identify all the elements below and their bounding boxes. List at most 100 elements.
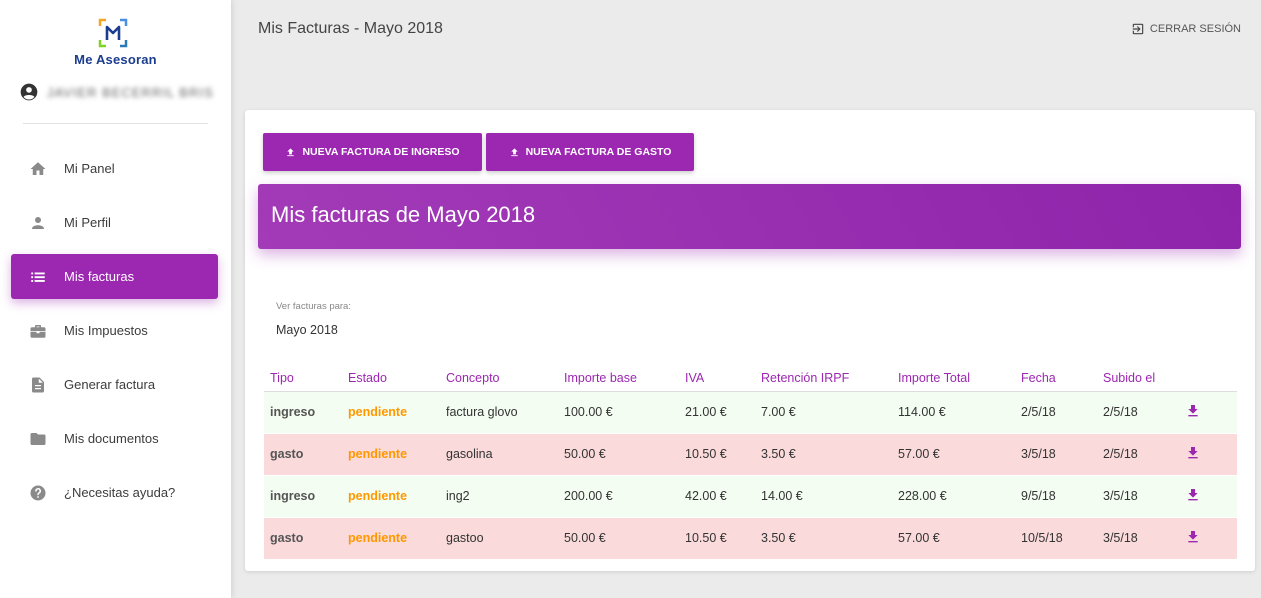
table-row: gasto pendiente gasolina 50.00 € 10.50 €…: [264, 433, 1237, 476]
logo-icon: [98, 18, 128, 48]
sidebar: Me Asesoran JAVIER BECERRIL BRIS Mi Pane…: [0, 0, 231, 598]
sidebar-item-mis-facturas[interactable]: Mis facturas: [11, 254, 218, 299]
table-row: ingreso pendiente ing2 200.00 € 42.00 € …: [264, 475, 1237, 518]
cell-subido: 2/5/18: [1097, 391, 1179, 434]
cell-concepto: factura glovo: [440, 391, 558, 434]
cell-irpf: 7.00 €: [755, 391, 892, 434]
logout-label: CERRAR SESIÓN: [1149, 23, 1241, 35]
cell-fecha: 2/5/18: [1015, 391, 1097, 434]
cell-download: [1179, 517, 1237, 560]
cell-irpf: 3.50 €: [755, 517, 892, 560]
cell-tipo: ingreso: [264, 391, 342, 434]
cell-fecha: 3/5/18: [1015, 433, 1097, 476]
cell-subido: 3/5/18: [1097, 475, 1179, 518]
upload-icon: [287, 147, 295, 156]
sidebar-item-label: Mis Impuestos: [64, 323, 148, 338]
page-title: Mis Facturas - Mayo 2018: [258, 20, 443, 37]
section-banner: Mis facturas de Mayo 2018: [258, 184, 1241, 249]
cell-importe-total: 114.00 €: [892, 391, 1015, 434]
sidebar-item-label: Generar factura: [64, 377, 156, 392]
download-icon[interactable]: [1185, 529, 1201, 545]
cell-subido: 3/5/18: [1097, 517, 1179, 560]
invoices-table: Tipo Estado Concepto Importe base IVA Re…: [264, 366, 1237, 560]
table-row: ingreso pendiente factura glovo 100.00 €…: [264, 391, 1237, 434]
exit-icon: [1132, 23, 1144, 35]
column-header-importe-total: Importe Total: [892, 366, 1015, 392]
cell-estado: pendiente: [342, 391, 440, 434]
sidebar-item-label: Mis facturas: [64, 269, 135, 284]
cell-estado: pendiente: [342, 475, 440, 518]
cell-importe-total: 57.00 €: [892, 517, 1015, 560]
sidebar-item-label: Mis documentos: [64, 431, 159, 446]
cell-tipo: gasto: [264, 517, 342, 560]
cell-tipo: ingreso: [264, 475, 342, 518]
cell-iva: 10.50 €: [679, 433, 755, 476]
cell-tipo: gasto: [264, 433, 342, 476]
brand-name: Me Asesoran: [74, 52, 157, 67]
help-icon: [29, 484, 47, 502]
sidebar-item-mi-panel[interactable]: Mi Panel: [11, 146, 218, 191]
cell-importe-base: 100.00 €: [558, 391, 679, 434]
new-income-invoice-button[interactable]: NUEVA FACTURA DE INGRESO: [263, 133, 482, 171]
user-info: JAVIER BECERRIL BRIS: [19, 82, 214, 102]
user-name: JAVIER BECERRIL BRIS: [47, 84, 214, 100]
cell-concepto: gasolina: [440, 433, 558, 476]
cell-concepto: ing2: [440, 475, 558, 518]
sidebar-item-label: Mi Panel: [64, 161, 115, 176]
column-header-concepto: Concepto: [440, 366, 558, 392]
period-selector-label: Ver facturas para:: [276, 301, 351, 312]
cell-concepto: gastoo: [440, 517, 558, 560]
cell-importe-total: 57.00 €: [892, 433, 1015, 476]
cell-estado: pendiente: [342, 433, 440, 476]
cell-iva: 10.50 €: [679, 517, 755, 560]
sidebar-divider: [23, 123, 208, 124]
home-icon: [29, 160, 47, 178]
cell-fecha: 9/5/18: [1015, 475, 1097, 518]
cell-importe-total: 228.00 €: [892, 475, 1015, 518]
cell-irpf: 3.50 €: [755, 433, 892, 476]
column-header-importe-base: Importe base: [558, 366, 679, 392]
document-icon: [29, 376, 47, 394]
cell-fecha: 10/5/18: [1015, 517, 1097, 560]
list-icon: [29, 268, 47, 286]
sidebar-item-ayuda[interactable]: ¿Necesitas ayuda?: [11, 470, 218, 515]
sidebar-item-label: ¿Necesitas ayuda?: [64, 485, 176, 500]
new-expense-invoice-button[interactable]: NUEVA FACTURA DE GASTO: [486, 133, 694, 171]
column-header-irpf: Retención IRPF: [755, 366, 892, 392]
cell-importe-base: 50.00 €: [558, 433, 679, 476]
cell-irpf: 14.00 €: [755, 475, 892, 518]
briefcase-icon: [29, 322, 47, 340]
sidebar-item-mis-documentos[interactable]: Mis documentos: [11, 416, 218, 461]
column-header-iva: IVA: [679, 366, 755, 392]
sidebar-item-mi-perfil[interactable]: Mi Perfil: [11, 200, 218, 245]
cell-importe-base: 200.00 €: [558, 475, 679, 518]
logout-button[interactable]: CERRAR SESIÓN: [1131, 22, 1241, 36]
column-header-tipo: Tipo: [264, 366, 342, 392]
sidebar-nav: Mi Panel Mi Perfil Mis facturas Mis Impu…: [11, 146, 218, 524]
cell-download: [1179, 475, 1237, 518]
download-icon[interactable]: [1185, 403, 1201, 419]
cell-iva: 42.00 €: [679, 475, 755, 518]
download-icon[interactable]: [1185, 487, 1201, 503]
column-header-estado: Estado: [342, 366, 440, 392]
section-title: Mis facturas de Mayo 2018: [271, 202, 536, 227]
download-icon[interactable]: [1185, 445, 1201, 461]
column-header-subido: Subido el: [1097, 366, 1179, 392]
cell-download: [1179, 391, 1237, 434]
upload-icon: [510, 147, 518, 156]
cell-download: [1179, 433, 1237, 476]
folder-icon: [29, 430, 47, 448]
person-icon: [29, 214, 47, 232]
column-header-fecha: Fecha: [1015, 366, 1097, 392]
sidebar-item-label: Mi Perfil: [64, 215, 111, 230]
cell-iva: 21.00 €: [679, 391, 755, 434]
table-header-row: Tipo Estado Concepto Importe base IVA Re…: [264, 366, 1237, 392]
sidebar-item-generar-factura[interactable]: Generar factura: [11, 362, 218, 407]
sidebar-item-mis-impuestos[interactable]: Mis Impuestos: [11, 308, 218, 353]
table-row: gasto pendiente gastoo 50.00 € 10.50 € 3…: [264, 517, 1237, 560]
invoices-card: NUEVA FACTURA DE INGRESO NUEVA FACTURA D…: [245, 110, 1255, 571]
period-selector[interactable]: Mayo 2018: [276, 323, 338, 337]
cell-estado: pendiente: [342, 517, 440, 560]
new-income-invoice-label: NUEVA FACTURA DE INGRESO: [302, 146, 460, 158]
cell-importe-base: 50.00 €: [558, 517, 679, 560]
